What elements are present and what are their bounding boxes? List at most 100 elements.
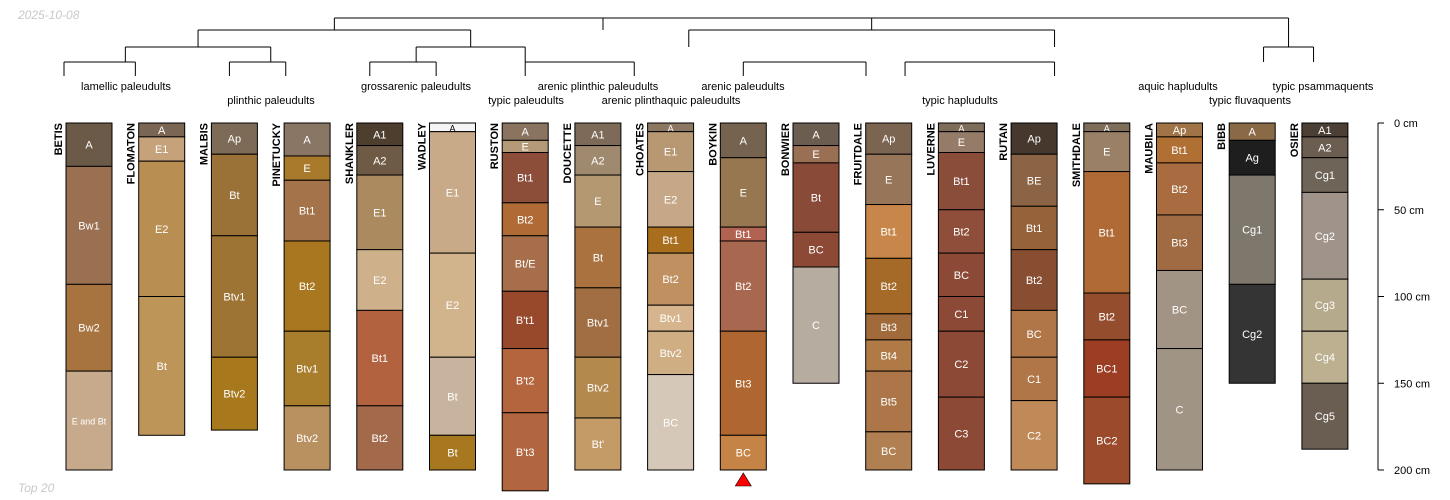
- horizon-label: E1: [373, 207, 386, 219]
- horizon-label: Ag: [1245, 153, 1258, 165]
- horizon-label: E2: [664, 194, 677, 206]
- horizon-block: [356, 309, 404, 407]
- horizon-block: [501, 151, 549, 204]
- profile-name-label: SMITHDALE: [1071, 123, 1083, 187]
- horizon-label: Bt: [229, 190, 239, 202]
- profile-rutan: Ap BE Bt1 Bt2 BC C1 C2 RUTAN: [998, 122, 1058, 471]
- horizon-label: A1: [1318, 125, 1331, 137]
- horizon-label: Bt2: [880, 281, 897, 293]
- horizon-label: Cg3: [1315, 300, 1335, 312]
- horizon-block: [65, 370, 113, 471]
- horizon-label: A: [85, 140, 93, 152]
- horizon-label: Bt: [811, 193, 821, 205]
- horizon-label: A: [1249, 127, 1257, 139]
- profile-name-label: SHANKLER: [344, 123, 356, 184]
- horizon-label: Btv1: [587, 318, 609, 330]
- horizon-label: BC: [1026, 329, 1041, 341]
- profile-name-label: LUVERNE: [925, 123, 937, 176]
- profile-osier: A1 A2 Cg1 Cg2 Cg3 Cg4 Cg5 OSIER: [1289, 122, 1349, 450]
- horizon-label: C: [812, 320, 820, 332]
- horizon-label: A: [812, 129, 820, 141]
- horizon-label: E: [812, 149, 819, 161]
- horizon-label: BC: [808, 245, 823, 257]
- horizon-label: A1: [591, 129, 604, 141]
- taxon-label: arenic plinthic paleudults: [538, 81, 659, 93]
- horizon-label: A: [668, 123, 674, 133]
- horizon-label: C2: [1027, 430, 1041, 442]
- horizon-label: Bw1: [78, 220, 99, 232]
- horizon-block: [574, 174, 622, 228]
- horizon-label: Bt/E: [515, 259, 536, 271]
- horizon-label: Bt2: [299, 281, 316, 293]
- horizon-label: Bt1: [1026, 223, 1043, 235]
- profile-choates: A E1 E2 Bt1 Bt2 Btv1 Btv2 BC CHOATES: [635, 122, 695, 471]
- horizon-block: [1010, 356, 1058, 402]
- horizon-label: Cg4: [1315, 352, 1335, 364]
- horizon-label: Bt2: [1171, 184, 1188, 196]
- horizon-label: A2: [373, 155, 386, 167]
- profile-bonwier: AE Bt BC C BONWIER: [780, 122, 840, 384]
- horizon-block: [647, 131, 695, 173]
- horizon-label: BC: [663, 417, 678, 429]
- horizon-label: Bt1: [953, 176, 970, 188]
- horizon-label: Bt: [447, 448, 457, 460]
- profile-name-label: DOUCETTE: [562, 123, 574, 184]
- horizon-label: Bt3: [1171, 238, 1188, 250]
- horizon-label: BC: [881, 446, 896, 458]
- horizon-label: Bt: [593, 252, 603, 264]
- profile-malbis: Ap Bt Btv1 Btv2 MALBIS: [198, 122, 258, 431]
- horizon-block: [647, 226, 695, 254]
- horizon-block: [283, 405, 331, 471]
- horizon-label: B't2: [516, 376, 535, 388]
- horizon-label: C2: [954, 359, 968, 371]
- horizon-label: Bw2: [78, 323, 99, 335]
- horizon-label: E1: [155, 144, 168, 156]
- horizon-block: [865, 431, 913, 471]
- horizon-block: [283, 330, 331, 407]
- horizon-block: [719, 434, 767, 471]
- horizon-label: A2: [1318, 142, 1331, 154]
- horizon-block: [574, 417, 622, 471]
- horizon-label: Bt: [447, 391, 457, 403]
- profile-fruitdale: Ap E Bt1 Bt2 Bt3 Bt4 Bt5 BC FRUITDALE: [853, 122, 913, 471]
- horizon-block: [1156, 348, 1203, 471]
- horizon-block: [356, 174, 404, 251]
- horizon-label: A: [1104, 123, 1110, 133]
- taxon-label: arenic plinthaquic paleudults: [602, 95, 741, 107]
- horizon-label: E2: [446, 300, 459, 312]
- horizon-label: Btv2: [296, 433, 318, 445]
- horizon-block: [937, 151, 985, 211]
- taxon-label: typic fluvaquents: [1209, 95, 1291, 107]
- horizon-block: [1083, 171, 1131, 294]
- horizon-block: [647, 374, 695, 471]
- horizon-block: [138, 136, 186, 162]
- horizon-label: BC: [736, 448, 751, 460]
- horizon-label: A: [158, 125, 166, 137]
- horizon-block: [937, 209, 985, 254]
- horizon-block: [865, 313, 913, 341]
- profile-maubila: Ap Bt1 Bt2 Bt3 BC C MAUBILA: [1144, 122, 1203, 471]
- horizon-block: [356, 405, 404, 471]
- footer-label: Top 20: [18, 481, 55, 495]
- profile-name-label: OSIER: [1289, 123, 1301, 157]
- horizon-block: [210, 356, 258, 431]
- horizon-block: [501, 348, 549, 414]
- horizon-label: C3: [954, 429, 968, 441]
- horizon-label: Bt1: [735, 229, 752, 241]
- horizon-label: Ap: [228, 134, 241, 146]
- horizon-label: Ap: [1027, 134, 1040, 146]
- horizon-block: [1156, 162, 1203, 216]
- horizon-block: [283, 240, 331, 332]
- horizon-block: [574, 356, 622, 419]
- axis-tick-label: 0 cm: [1394, 118, 1418, 130]
- horizon-label: A: [522, 127, 530, 139]
- profile-smithdale: A E Bt1 Bt2 BC1 BC2 SMITHDALE: [1071, 122, 1131, 485]
- horizon-label: Ap: [882, 134, 895, 146]
- horizon-block: [283, 155, 331, 181]
- horizon-label: Cg1: [1242, 225, 1262, 237]
- horizon-label: A: [449, 123, 455, 133]
- horizon-block: [865, 153, 913, 206]
- horizon-block: [429, 131, 476, 254]
- horizon-block: [501, 235, 549, 292]
